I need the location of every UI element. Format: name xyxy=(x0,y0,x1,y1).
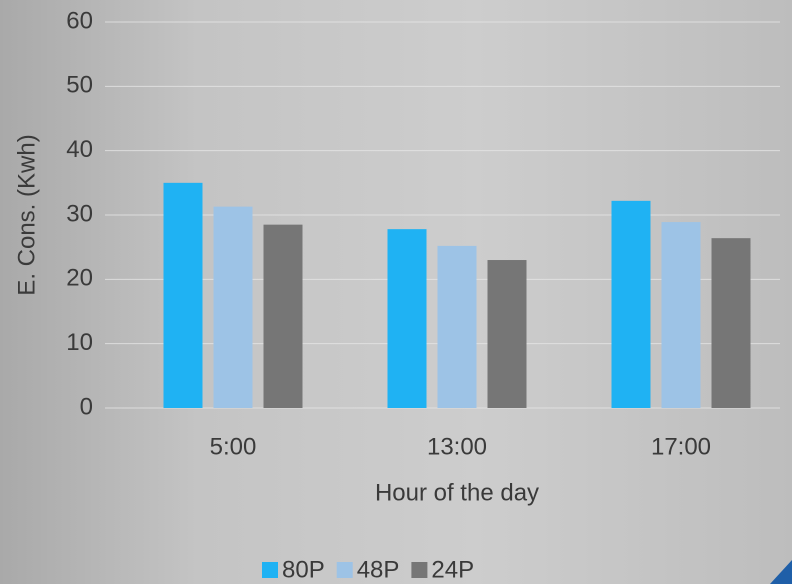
bar xyxy=(661,222,701,408)
legend-swatch xyxy=(336,562,353,578)
x-tick-label: 5:00 xyxy=(210,433,257,460)
bar xyxy=(437,245,477,408)
legend-swatch xyxy=(411,562,428,578)
bar xyxy=(387,229,427,408)
x-tick-label: 17:00 xyxy=(651,433,711,460)
bar xyxy=(487,260,527,408)
bar xyxy=(611,200,651,408)
y-tick-label: 30 xyxy=(66,200,93,227)
y-tick-label: 60 xyxy=(66,7,93,34)
bar xyxy=(263,224,303,408)
legend-swatch xyxy=(262,562,278,578)
bar xyxy=(213,206,253,408)
y-axis-title: E. Cons. (Kwh) xyxy=(13,134,40,295)
corner-decoration xyxy=(770,560,792,584)
legend-label: 80P xyxy=(282,556,325,583)
y-tick-label: 50 xyxy=(66,72,93,99)
y-tick-label: 0 xyxy=(80,393,93,420)
y-tick-label: 40 xyxy=(66,136,93,163)
x-axis-title: Hour of the day xyxy=(375,479,539,506)
bar xyxy=(163,182,203,408)
bar xyxy=(711,238,751,408)
legend-label: 24P xyxy=(431,556,474,583)
x-tick-label: 13:00 xyxy=(427,433,487,460)
y-tick-label: 20 xyxy=(66,265,93,292)
y-tick-label: 10 xyxy=(66,329,93,356)
legend-label: 48P xyxy=(357,556,400,583)
